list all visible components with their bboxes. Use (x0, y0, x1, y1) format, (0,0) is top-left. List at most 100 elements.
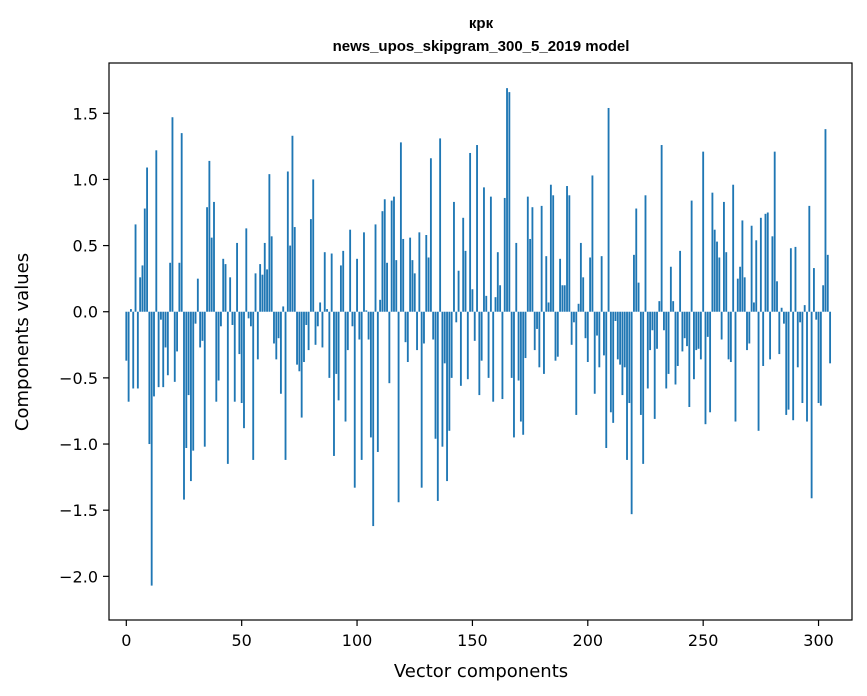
bar-108 (374, 224, 377, 312)
plot-frame (108, 62, 853, 621)
bar-165 (506, 88, 508, 312)
y-tick-label-6: 1.0 (73, 170, 98, 189)
x-tick-label-0: 0 (121, 631, 131, 650)
bar-119 (399, 142, 402, 312)
bar-167 (510, 311, 513, 378)
y-tick-label-0: −2.0 (59, 567, 98, 586)
bar-275 (759, 217, 762, 312)
y-tick-label-3: −0.5 (59, 369, 98, 388)
bar-17 (164, 311, 167, 348)
bar-137 (441, 311, 444, 447)
bar-225 (644, 195, 647, 312)
bar-297 (810, 311, 813, 499)
bar-269 (746, 311, 748, 351)
bar-304 (826, 254, 829, 312)
bar-151 (473, 311, 476, 341)
bar-12 (153, 311, 155, 397)
bar-70 (286, 171, 289, 312)
bar-204 (596, 311, 598, 336)
bar-170 (517, 311, 520, 381)
bar-73 (293, 227, 296, 312)
bar-195 (575, 311, 578, 415)
bar-131 (427, 257, 430, 312)
bar-94 (342, 250, 345, 312)
bar-31 (196, 278, 199, 312)
bar-207 (603, 311, 605, 356)
bar-175 (529, 238, 532, 312)
y-tick-label-5: 0.5 (73, 237, 98, 256)
bar-177 (533, 311, 536, 351)
bar-91 (335, 311, 338, 374)
bar-246 (693, 311, 695, 380)
bar-183 (547, 302, 550, 312)
bar-105 (367, 311, 370, 340)
bar-80 (309, 219, 312, 312)
bar-141 (450, 311, 453, 378)
bar-135 (436, 311, 439, 501)
bar-89 (330, 253, 333, 312)
bar-277 (764, 213, 767, 312)
bar-288 (789, 248, 792, 312)
x-tick-label-2: 100 (342, 631, 373, 650)
bar-107 (372, 311, 375, 527)
bar-208 (605, 311, 608, 448)
bar-281 (773, 151, 776, 312)
bar-147 (464, 250, 467, 312)
bar-201 (589, 257, 592, 312)
bar-213 (616, 311, 619, 360)
bar-299 (815, 311, 818, 320)
bar-258 (720, 311, 723, 340)
bar-262 (729, 311, 732, 363)
bar-86 (323, 252, 326, 312)
bar-98 (351, 311, 354, 327)
y-tick-label-2: −1.0 (59, 435, 98, 454)
bar-191 (566, 186, 568, 312)
bar-146 (462, 217, 465, 312)
bar-238 (674, 311, 677, 385)
bar-285 (783, 311, 785, 324)
bar-46 (231, 311, 234, 325)
bar-303 (824, 129, 827, 312)
bar-284 (780, 307, 783, 312)
chart-title: крк (469, 15, 494, 32)
bar-273 (755, 240, 758, 312)
bar-44 (226, 311, 229, 464)
bar-22 (176, 311, 178, 352)
bar-90 (333, 311, 335, 456)
bar-142 (453, 201, 455, 312)
bar-192 (568, 195, 571, 312)
bar-58 (259, 264, 262, 312)
bar-56 (254, 273, 257, 312)
bar-7 (141, 265, 144, 312)
bar-29 (192, 311, 195, 451)
bar-5 (136, 311, 139, 389)
bar-38 (213, 201, 215, 312)
bar-160 (494, 297, 497, 312)
bar-144 (457, 270, 460, 312)
bar-6 (139, 277, 142, 312)
bar-217 (626, 311, 628, 460)
bar-36 (208, 160, 211, 312)
bar-257 (718, 257, 721, 312)
bar-68 (282, 306, 285, 312)
bar-51 (243, 311, 245, 429)
bar-54 (249, 311, 252, 327)
bar-181 (543, 311, 545, 374)
bar-27 (187, 311, 190, 396)
bar-24 (180, 133, 183, 312)
bar-112 (383, 199, 386, 312)
bar-161 (496, 252, 499, 312)
bar-150 (471, 289, 474, 312)
bar-220 (633, 254, 635, 312)
bar-280 (771, 236, 774, 312)
bar-45 (229, 277, 232, 312)
bar-0 (125, 311, 128, 361)
bar-106 (369, 311, 372, 438)
bar-18 (166, 311, 169, 376)
bar-243 (686, 311, 688, 347)
bar-55 (252, 311, 255, 460)
bar-157 (487, 311, 490, 378)
bar-136 (439, 138, 442, 312)
bar-134 (434, 311, 437, 439)
